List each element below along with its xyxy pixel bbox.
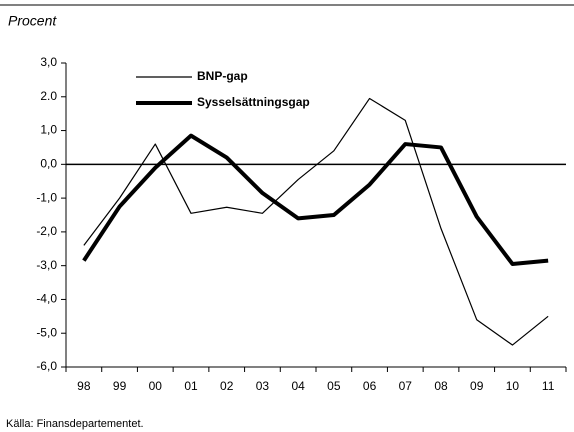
y-tick-label: 3,0: [40, 55, 57, 69]
y-tick-label: -2,0: [36, 224, 57, 238]
source: Källa: Finansdepartementet.: [6, 418, 144, 430]
x-tick-label: 01: [184, 379, 198, 393]
y-tick-label: 1,0: [40, 123, 57, 137]
x-tick-label: 08: [434, 379, 448, 393]
x-tick-label: 09: [470, 379, 484, 393]
y-tick-label: -6,0: [36, 359, 57, 373]
unit-label: Procent: [8, 13, 57, 29]
legend-label: Sysselsättningsgap: [197, 95, 310, 109]
legend-label: BNP-gap: [197, 69, 248, 83]
y-tick-label: -5,0: [36, 325, 57, 339]
series-line: [82, 133, 549, 266]
y-tick-label: -3,0: [36, 258, 57, 272]
y-tick-label: -4,0: [36, 292, 57, 306]
y-tick-label: 0,0: [40, 157, 57, 171]
x-tick-label: 05: [327, 379, 341, 393]
x-tick-label: 07: [399, 379, 413, 393]
y-tick-label: 2.0: [40, 89, 57, 103]
x-tick-label: 00: [149, 379, 163, 393]
y-tick-label: -1,0: [36, 190, 57, 204]
x-tick-label: 06: [363, 379, 377, 393]
x-tick-label: 11: [542, 379, 555, 393]
x-tick-label: 04: [291, 379, 305, 393]
x-tick-label: 10: [506, 379, 520, 393]
series-line: [83, 97, 549, 346]
x-tick-label: 99: [113, 379, 127, 393]
x-tick-label: 03: [256, 379, 270, 393]
x-tick-label: 02: [220, 379, 234, 393]
x-tick-label: 98: [77, 379, 91, 393]
